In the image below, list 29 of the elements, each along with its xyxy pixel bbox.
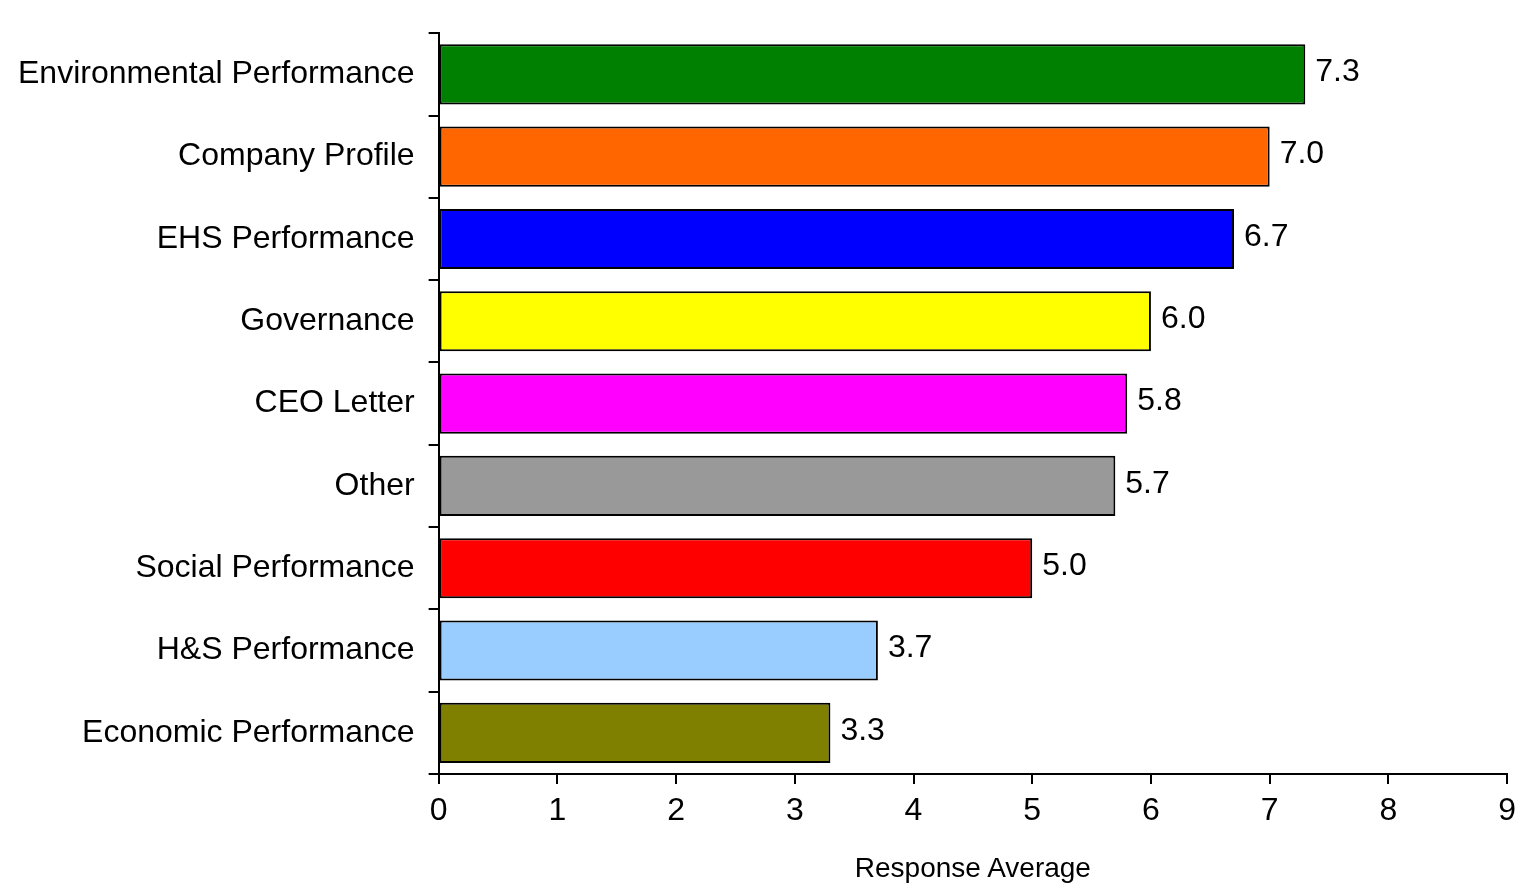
x-tick-label: 5	[1023, 791, 1042, 828]
y-tick-label: Economic Performance	[82, 712, 415, 749]
y-tick-label: CEO Letter	[254, 383, 415, 420]
data-label: 5.0	[1042, 546, 1087, 583]
data-label: 6.7	[1244, 216, 1289, 253]
x-tick-label: 4	[904, 791, 923, 828]
y-tick-label: Other	[334, 465, 415, 502]
x-tick-label: 6	[1142, 791, 1160, 828]
y-tick-label: H&S Performance	[156, 630, 415, 667]
y-tick-label: Environmental Performance	[18, 54, 415, 91]
data-label: 7.3	[1315, 52, 1360, 89]
x-tick-label: 9	[1498, 791, 1516, 828]
x-tick-label: 0	[429, 791, 448, 828]
data-label: 5.7	[1125, 463, 1170, 500]
y-tick-label: Company Profile	[178, 136, 415, 173]
y-tick-label: Social Performance	[135, 548, 415, 585]
x-tick-label: 1	[548, 791, 567, 828]
x-tick-label: 2	[667, 791, 685, 828]
data-label: 7.0	[1279, 134, 1325, 171]
data-label: 6.0	[1160, 299, 1206, 336]
data-label: 3.3	[840, 710, 885, 747]
x-tick-label: 3	[785, 791, 804, 828]
x-axis-title: Response Average	[854, 851, 1091, 883]
y-tick-label: Governance	[240, 301, 415, 338]
data-label: 5.8	[1137, 381, 1182, 418]
x-tick-label: 8	[1379, 791, 1398, 828]
x-tick-label: 7	[1260, 791, 1279, 828]
y-tick-label: EHS Performance	[156, 218, 415, 255]
data-label: 3.7	[887, 628, 933, 665]
